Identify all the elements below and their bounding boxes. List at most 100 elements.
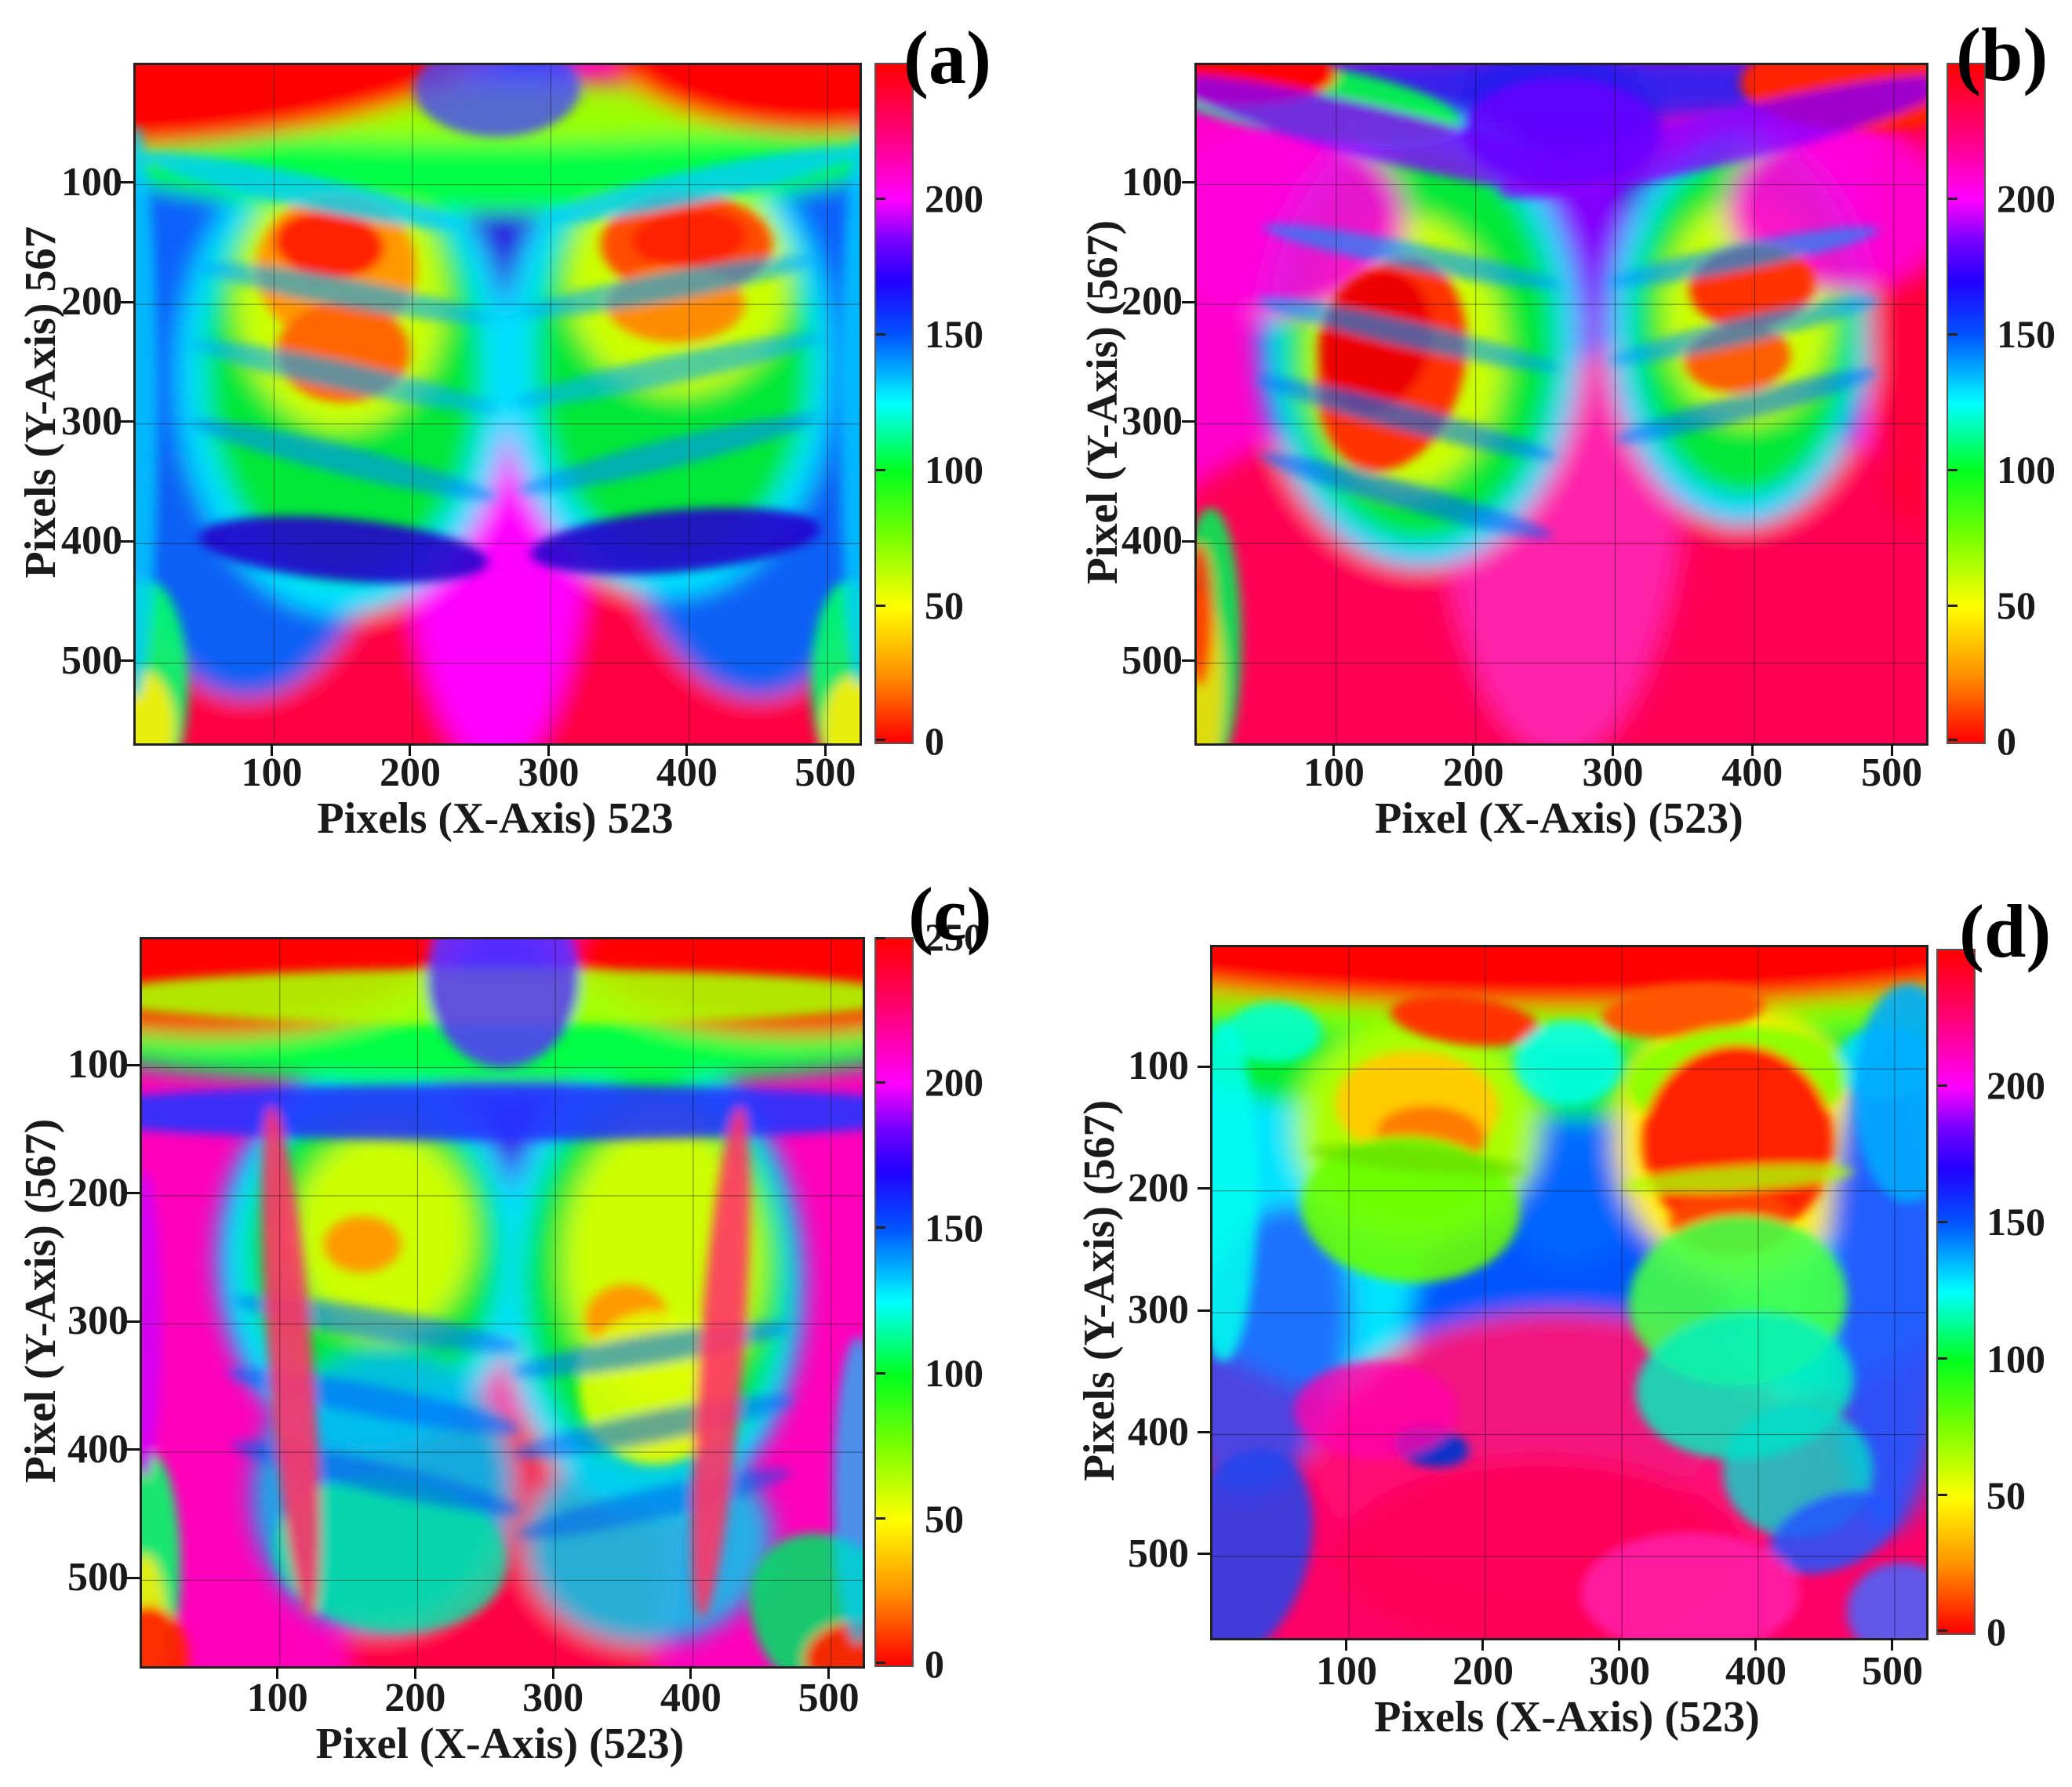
colorbar-tick-label: 150 [925,1205,983,1250]
x-axis-label-c: Pixel (X-Axis) (523) [315,1720,685,1768]
colorbar-tick-label: 0 [925,719,944,763]
x-tick-label: 400 [1721,750,1783,795]
colorbar-tick-mark [1948,739,1957,741]
y-axis-label-a: Pixels (Y-Axis) 567 [16,226,65,579]
x-tick-label: 200 [1452,1649,1514,1694]
colorbar-tick-label: 250 [925,915,983,959]
x-tick-label: 100 [246,1676,308,1720]
y-tick-label: 300 [1121,398,1183,444]
y-tick-mark [121,539,133,543]
x-tick-mark [551,1666,554,1679]
y-tick-mark [121,659,133,663]
y-tick-label: 400 [1121,518,1183,564]
colorbar-tick-label: 50 [925,583,964,627]
colorbar-tick-mark [876,197,885,200]
x-tick-label: 100 [1315,1649,1377,1694]
x-tick-mark [409,743,412,756]
y-tick-mark [127,1320,140,1323]
colorbar-b [1947,63,1986,744]
y-tick-label: 300 [61,398,122,444]
colorbar-tick-mark [1948,197,1957,200]
colorbar-tick-label: 50 [1997,583,2036,627]
y-tick-label: 100 [61,159,122,205]
heatmap-plot-d [1210,945,1928,1640]
y-tick-label: 400 [61,518,122,564]
x-tick-mark [276,1666,279,1679]
x-tick-label: 200 [384,1676,446,1720]
x-tick-mark [685,743,689,756]
heatmap-plot-a [133,63,862,746]
colorbar-tick-label: 150 [925,312,983,356]
x-tick-mark [1891,1638,1894,1651]
x-tick-mark [1472,743,1475,756]
y-tick-label: 500 [61,637,122,683]
y-tick-mark [121,181,133,184]
heatmap-plot-b [1194,63,1928,746]
x-tick-mark [1890,743,1893,756]
colorbar-tick-mark [1938,1084,1947,1087]
colorbar-tick-label: 0 [1987,1610,2006,1654]
colorbar-tick-mark [876,604,885,607]
colorbar-tick-mark [876,1371,885,1375]
y-tick-label: 500 [1121,637,1183,683]
colorbar-tick-mark [1948,332,1957,336]
colorbar-tick-mark [876,1517,885,1520]
colorbar-tick-label: 100 [1997,448,2056,492]
y-tick-label: 100 [1128,1044,1189,1089]
y-tick-mark [1198,1553,1210,1556]
colorbar-d [1936,949,1976,1635]
x-tick-label: 100 [241,750,303,795]
colorbar-tick-label: 50 [925,1496,964,1541]
y-tick-mark [121,300,133,303]
colorbar-tick-label: 200 [1997,176,2056,220]
x-tick-mark [1618,1638,1621,1651]
y-tick-mark [1182,659,1194,663]
x-tick-mark [827,1666,831,1679]
colorbar-tick-mark [876,937,885,939]
heatmap-plot-c [140,937,865,1669]
y-tick-label: 200 [1121,279,1183,325]
y-tick-mark [1182,420,1194,423]
colorbar-tick-mark [876,1081,885,1084]
colorbar-tick-mark [1948,604,1957,607]
x-tick-mark [1750,743,1754,756]
y-tick-mark [1198,1065,1210,1068]
y-tick-label: 300 [67,1298,129,1344]
y-tick-label: 300 [1128,1288,1189,1333]
x-axis-label-a: Pixels (X-Axis) 523 [317,794,674,843]
x-tick-label: 200 [1442,750,1504,795]
colorbar-c [874,937,914,1667]
y-tick-mark [127,1192,140,1195]
x-tick-mark [547,743,550,756]
panel-letter-c: (c) [908,872,992,956]
x-tick-label: 400 [656,750,718,795]
x-tick-label: 300 [1582,750,1644,795]
x-tick-mark [1754,1638,1758,1651]
y-tick-mark [1198,1309,1210,1312]
panel-letter-d: (d) [1959,889,2052,973]
colorbar-tick-label: 0 [1997,719,2016,763]
colorbar-tick-label: 100 [1987,1336,2045,1381]
y-tick-mark [127,1448,140,1451]
y-tick-label: 100 [1121,159,1183,205]
y-tick-mark [127,1576,140,1579]
colorbar-tick-mark [876,1226,885,1229]
colorbar-tick-mark [1938,1629,1947,1632]
x-tick-label: 300 [518,750,580,795]
y-tick-mark [1182,539,1194,543]
colorbar-tick-label: 200 [925,176,983,220]
y-tick-mark [1198,1187,1210,1190]
y-tick-label: 100 [67,1042,129,1088]
colorbar-tick-label: 150 [1997,312,2056,356]
x-tick-label: 500 [798,1676,860,1720]
x-tick-label: 500 [1861,750,1923,795]
y-tick-mark [1198,1431,1210,1434]
panel-letter-b: (b) [1956,13,2048,96]
colorbar-tick-label: 100 [925,1351,983,1396]
y-tick-label: 400 [67,1426,129,1472]
x-axis-label-d: Pixels (X-Axis) (523) [1374,1693,1760,1742]
x-tick-label: 100 [1303,750,1365,795]
y-axis-label-d: Pixels (Y-Axis) (567) [1075,1099,1124,1481]
y-tick-mark [1182,181,1194,184]
x-tick-label: 500 [1861,1649,1923,1694]
